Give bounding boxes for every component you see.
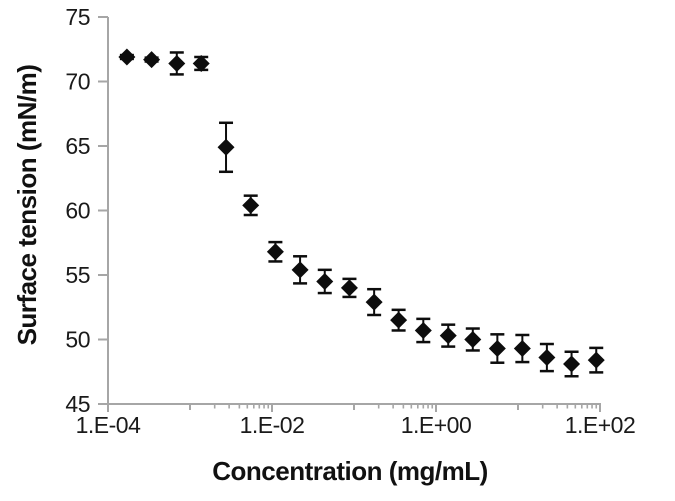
data-point [217, 121, 235, 174]
data-point [538, 342, 556, 373]
data-point [488, 333, 506, 364]
y-tick-label: 70 [65, 69, 90, 95]
diamond-marker [365, 293, 383, 311]
diamond-marker [168, 54, 186, 72]
data-point [168, 51, 186, 76]
diamond-marker [538, 349, 556, 367]
diamond-marker [143, 51, 161, 69]
diamond-marker [563, 355, 581, 373]
data-point [192, 54, 210, 72]
y-tick-label: 55 [65, 262, 90, 288]
diamond-marker [464, 331, 482, 348]
x-tick-label: 1.E+00 [401, 412, 472, 438]
diamond-marker [192, 54, 210, 72]
data-point [266, 240, 284, 263]
y-tick-label: 75 [65, 4, 90, 30]
diamond-marker [513, 340, 531, 358]
x-tick-label: 1.E-04 [76, 412, 141, 438]
y-tick-label: 45 [65, 391, 90, 417]
y-tick-label: 65 [65, 133, 90, 159]
diamond-marker [291, 261, 309, 279]
diamond-marker [414, 321, 432, 339]
diamond-marker [118, 48, 136, 66]
diamond-marker [340, 279, 358, 297]
y-tick-label: 60 [65, 198, 90, 224]
data-point [291, 255, 309, 285]
data-point [439, 323, 457, 348]
diamond-marker [587, 351, 605, 369]
data-point [118, 48, 136, 66]
data-point [513, 333, 531, 364]
x-tick-label: 1.E-02 [240, 412, 305, 438]
diamond-marker [242, 196, 260, 214]
y-tick-label: 50 [65, 327, 90, 353]
diamond-marker [217, 138, 235, 156]
data-point [242, 194, 260, 217]
data-point [316, 268, 334, 295]
data-point [464, 327, 482, 352]
y-axis-title: Surface tension (mN/m) [12, 64, 42, 346]
data-point [365, 287, 383, 317]
diamond-marker [390, 311, 408, 329]
data-point [143, 51, 161, 69]
data-point [563, 350, 581, 378]
data-point [340, 277, 358, 299]
x-axis-title: Concentration (mg/mL) [212, 456, 488, 486]
diamond-marker [266, 243, 284, 261]
diamond-marker [488, 340, 506, 358]
diamond-marker [316, 272, 334, 290]
diamond-marker [439, 327, 457, 345]
x-tick-label: 1.E+02 [565, 412, 636, 438]
data-point [390, 308, 408, 332]
data-point [414, 317, 432, 344]
data-point [587, 346, 605, 374]
